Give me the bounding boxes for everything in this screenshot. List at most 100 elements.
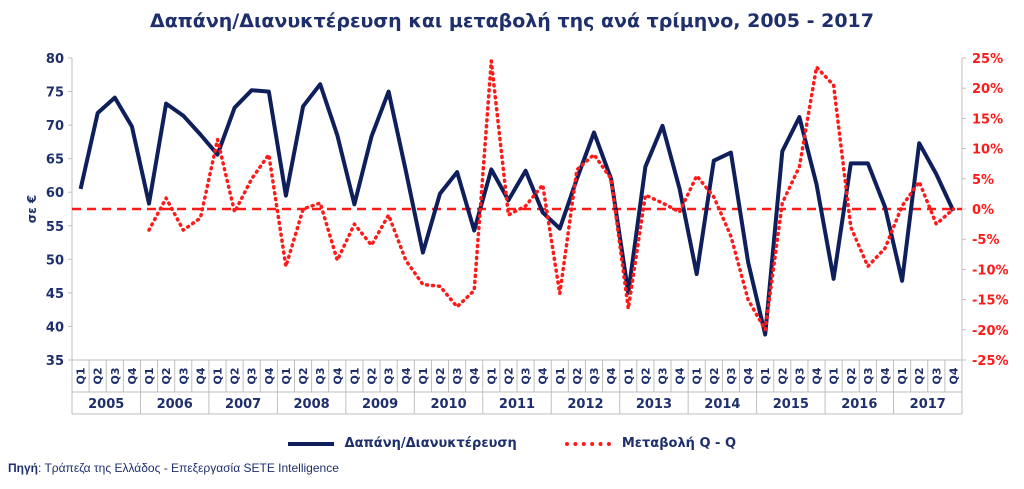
y-tick-left-label: 60	[46, 186, 64, 201]
x-tick-quarter-label: Q4	[537, 367, 550, 384]
x-tick-quarter-label: Q1	[417, 367, 430, 384]
x-tick-quarter-label: Q2	[708, 367, 721, 384]
x-tick-quarter-label: Q2	[845, 367, 858, 384]
y-tick-right-label: 20%	[972, 82, 1003, 97]
x-tick-quarter-label: Q4	[194, 367, 207, 384]
y-tick-right-label: 5%	[972, 173, 994, 188]
y-tick-left-label: 50	[46, 253, 64, 268]
x-tick-quarter-label: Q1	[691, 367, 704, 384]
y-tick-left-label: 75	[46, 86, 64, 101]
x-tick-quarter-label: Q2	[297, 367, 310, 384]
x-tick-quarter-label: Q1	[828, 367, 841, 384]
x-tick-quarter-label: Q4	[674, 367, 687, 384]
x-tick-quarter-label: Q2	[434, 367, 447, 384]
x-tick-quarter-label: Q1	[759, 367, 772, 384]
y-tick-left-label: 80	[46, 52, 64, 67]
x-tick-quarter-label: Q1	[896, 367, 909, 384]
y-axis-label: σε €	[25, 195, 39, 224]
series-line-change	[147, 59, 956, 332]
y-tick-right-label: -25%	[972, 354, 1009, 369]
x-tick-year-label: 2008	[294, 397, 330, 412]
y-tick-left-label: 45	[46, 287, 64, 302]
x-tick-quarter-label: Q1	[211, 367, 224, 384]
y-tick-left-label: 40	[46, 320, 64, 335]
x-tick-quarter-label: Q3	[177, 367, 190, 384]
y-tick-left-label: 55	[46, 220, 64, 235]
x-tick-quarter-label: Q3	[383, 367, 396, 384]
legend-swatch-solid	[287, 441, 334, 446]
x-tick-quarter-label: Q4	[263, 367, 276, 384]
x-tick-quarter-label: Q1	[622, 367, 635, 384]
x-tick-quarter-label: Q3	[793, 367, 806, 384]
x-tick-quarter-label: Q4	[947, 367, 960, 384]
y-tick-left-label: 70	[46, 119, 64, 134]
y-tick-left-label: 65	[46, 153, 64, 168]
x-tick-quarter-label: Q4	[126, 367, 139, 384]
y-tick-right-label: -5%	[972, 233, 999, 248]
x-tick-year-label: 2015	[773, 397, 809, 412]
x-tick-year-label: 2014	[704, 397, 740, 412]
x-tick-quarter-label: Q3	[451, 367, 464, 384]
y-tick-right-label: -15%	[972, 294, 1009, 309]
legend-label-spending: Δαπάνη/Διανυκτέρευση	[344, 436, 517, 451]
chart-title: Δαπάνη/Διανυκτέρευση και μεταβολή της αν…	[150, 10, 874, 32]
x-tick-year-label: 2017	[910, 397, 946, 412]
x-tick-quarter-label: Q3	[314, 367, 327, 384]
x-tick-quarter-label: Q3	[520, 367, 533, 384]
x-tick-year-label: 2009	[362, 397, 398, 412]
x-tick-quarter-label: Q4	[605, 367, 618, 384]
x-tick-year-label: 2007	[225, 397, 261, 412]
x-tick-quarter-label: Q4	[742, 367, 755, 384]
x-tick-quarter-label: Q3	[656, 367, 669, 384]
x-tick-quarter-label: Q2	[229, 367, 242, 384]
y-tick-right-label: -20%	[972, 324, 1009, 339]
x-tick-quarter-label: Q3	[588, 367, 601, 384]
x-tick-quarter-label: Q4	[331, 367, 344, 384]
x-tick-quarter-label: Q2	[366, 367, 379, 384]
x-tick-year-label: 2013	[636, 397, 672, 412]
y-tick-right-label: 10%	[972, 143, 1003, 158]
source-text: : Τράπεζα της Ελλάδος - Επεξεργασία SETE…	[38, 461, 339, 475]
x-tick-quarter-label: Q1	[485, 367, 498, 384]
x-tick-quarter-label: Q3	[930, 367, 943, 384]
x-tick-year-label: 2016	[841, 397, 877, 412]
source-label: Πηγή	[8, 461, 38, 475]
x-tick-quarter-label: Q3	[246, 367, 259, 384]
y-tick-left-label: 35	[46, 354, 64, 369]
legend: Δαπάνη/Διανυκτέρευση Μεταβολή Q - Q	[0, 436, 1024, 451]
x-tick-quarter-label: Q2	[571, 367, 584, 384]
x-tick-quarter-label: Q3	[862, 367, 875, 384]
x-tick-quarter-label: Q1	[143, 367, 156, 384]
chart-plot: 80 75 70 65 60 55 50 45 40 35 25% 20% 15% 10% 5% 0% -5% -…	[25, 52, 1009, 415]
legend-swatch-dotted	[565, 441, 612, 446]
x-tick-quarter-label: Q3	[725, 367, 738, 384]
legend-label-change: Μεταβολή Q - Q	[621, 436, 737, 451]
legend-item-change: Μεταβολή Q - Q	[565, 436, 736, 451]
series-line-spending	[78, 82, 956, 337]
x-tick-year-label: 2010	[430, 397, 466, 412]
x-tick-quarter-label: Q2	[502, 367, 515, 384]
x-tick-quarter-label: Q2	[639, 367, 652, 384]
x-tick-quarter-label: Q4	[468, 367, 481, 384]
x-tick-quarter-label: Q1	[348, 367, 361, 384]
x-tick-quarter-label: Q2	[160, 367, 173, 384]
source-note: Πηγή: Τράπεζα της Ελλάδος - Επεξεργασία …	[8, 461, 339, 475]
x-tick-quarter-label: Q1	[280, 367, 293, 384]
x-tick-quarter-label: Q4	[811, 367, 824, 384]
x-tick-quarter-label: Q1	[75, 367, 88, 384]
x-tick-year-label: 2006	[157, 397, 193, 412]
x-tick-year-label: 2012	[567, 397, 603, 412]
legend-item-spending: Δαπάνη/Διανυκτέρευση	[287, 436, 517, 451]
x-tick-quarter-label: Q2	[776, 367, 789, 384]
y-tick-right-label: 25%	[972, 52, 1003, 67]
x-tick-quarter-label: Q4	[400, 367, 413, 384]
x-tick-year-label: 2011	[499, 397, 535, 412]
y-tick-right-label: 0%	[972, 203, 994, 218]
x-tick-quarter-label: Q4	[879, 367, 892, 384]
y-tick-right-label: -10%	[972, 263, 1009, 278]
x-tick-quarter-label: Q1	[554, 367, 567, 384]
x-tick-quarter-label: Q3	[109, 367, 122, 384]
x-tick-year-label: 2005	[88, 397, 124, 412]
x-tick-quarter-label: Q2	[92, 367, 105, 384]
x-tick-quarter-label: Q2	[913, 367, 926, 384]
